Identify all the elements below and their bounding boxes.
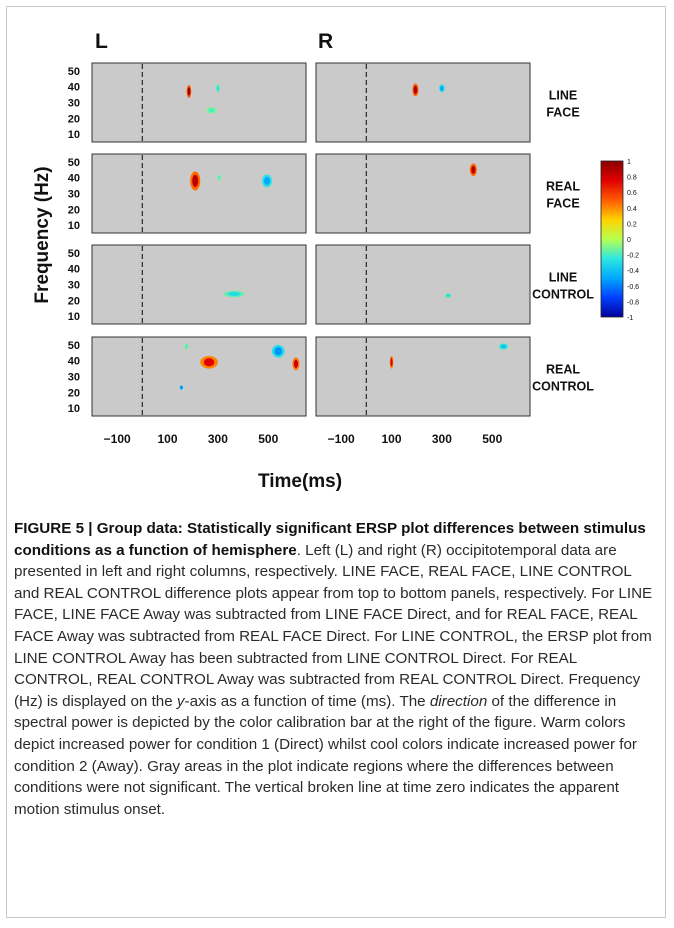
y-tick-label: 20 — [68, 387, 80, 399]
ersp-blob — [413, 85, 418, 94]
panel-line-face-l — [91, 62, 307, 143]
colorbar-tick-label: 1 — [627, 159, 631, 166]
ersp-blob — [440, 85, 444, 91]
x-axis-label: Time(ms) — [258, 471, 342, 492]
y-tick-label: 50 — [68, 340, 80, 352]
colorbar-tick-label: 0.2 — [627, 221, 637, 228]
caption-title: Group data: Statistically significant ER… — [14, 520, 646, 559]
panel-line-control-r — [315, 244, 531, 325]
panel-real-face-r — [315, 153, 531, 234]
y-tick-label: 20 — [68, 295, 80, 307]
panel-real-face-l — [91, 153, 307, 234]
colorbar-tick-label: -0.6 — [627, 284, 639, 291]
ersp-blob — [446, 294, 450, 298]
ersp-blob — [228, 291, 241, 297]
y-tick-label: 30 — [68, 189, 80, 201]
y-tick-label: 50 — [68, 66, 80, 78]
caption-text-2: -axis as a function of time (ms). The — [184, 692, 430, 710]
ersp-blob — [218, 175, 221, 180]
x-tick-label: −100 — [104, 432, 131, 446]
y-tick-label: 10 — [68, 403, 80, 415]
ersp-blob — [208, 108, 215, 113]
y-axis-label: Frequency (Hz) — [32, 166, 53, 303]
y-tick-label: 50 — [68, 157, 80, 169]
caption-direction-word: direction — [429, 692, 488, 710]
ersp-blob — [274, 347, 283, 356]
x-tick-label: −100 — [328, 432, 355, 446]
colorbar: 1 0.8 0.6 0.4 0.2 0 -0.2 -0.4 -0.6 -0.8 -1 — [600, 159, 639, 322]
panel-background — [91, 244, 307, 325]
ersp-blob — [180, 386, 183, 390]
panel-line-control-l — [91, 244, 307, 325]
x-tick-label: 500 — [482, 432, 502, 446]
ersp-blob — [203, 358, 215, 367]
y-tick-label: 10 — [68, 129, 80, 141]
panel-background — [315, 336, 531, 417]
row-label-line: CONTROL — [532, 380, 594, 394]
y-tick-label: 30 — [68, 280, 80, 292]
colorbar-tick-label: 0.8 — [627, 175, 637, 182]
y-tick-label: 50 — [68, 248, 80, 260]
panel-real-control-r — [315, 336, 531, 417]
caption-label: FIGURE 5 | — [14, 520, 97, 537]
row-label-line: LINE — [549, 271, 577, 285]
ersp-blob — [187, 87, 191, 96]
panel-background — [315, 244, 531, 325]
ersp-blob — [471, 165, 476, 174]
y-tick-label: 10 — [68, 311, 80, 323]
panel-background — [91, 153, 307, 234]
panel-background — [315, 153, 531, 234]
y-tick-label: 10 — [68, 220, 80, 232]
ersp-blob — [293, 359, 299, 368]
panels-layer — [91, 62, 531, 417]
colorbar-tick-label: 0 — [627, 237, 631, 244]
ersp-blob — [263, 176, 270, 185]
y-tick-label: 30 — [68, 98, 80, 110]
y-tick-label: 40 — [68, 82, 80, 94]
panel-background — [91, 336, 307, 417]
y-tick-label: 40 — [68, 173, 80, 185]
ersp-blob — [192, 174, 199, 188]
x-tick-label: 500 — [258, 432, 278, 446]
row-label-line: FACE — [546, 106, 579, 120]
column-label-right: R — [318, 30, 333, 53]
figure-caption: FIGURE 5 | Group data: Statistically sig… — [14, 518, 658, 820]
caption-text-3: of the difference in spectral power is d… — [14, 692, 637, 818]
ersp-blob — [390, 358, 393, 367]
y-tick-label: 30 — [68, 372, 80, 384]
ersp-blob — [500, 344, 507, 349]
y-tick-label: 40 — [68, 356, 80, 368]
y-tick-label: 20 — [68, 204, 80, 216]
colorbar-tick-label: 0.6 — [627, 190, 637, 197]
caption-text-1: . Left (L) and right (R) occipitotempora… — [14, 541, 653, 710]
panel-background — [91, 62, 307, 143]
row-label-line: FACE — [546, 197, 579, 211]
column-label-left: L — [95, 30, 108, 53]
panel-real-control-l — [91, 336, 307, 417]
colorbar-tick-label: -0.2 — [627, 253, 639, 260]
ersp-blob — [185, 344, 188, 349]
colorbar-tick-label: 0.4 — [627, 206, 637, 213]
row-label-line: LINE — [549, 89, 577, 103]
colorbar-tick-label: -1 — [627, 315, 633, 322]
x-tick-label: 100 — [382, 432, 402, 446]
caption-y-word: y — [176, 692, 185, 710]
panel-line-face-r — [315, 62, 531, 143]
row-label-line: CONTROL — [532, 288, 594, 302]
colorbar-scale — [600, 160, 624, 318]
y-tick-label: 40 — [68, 264, 80, 276]
x-tick-label: 300 — [208, 432, 228, 446]
row-label-line: REAL — [546, 180, 580, 194]
colorbar-tick-label: -0.8 — [627, 299, 639, 306]
row-label-line: REAL — [546, 363, 580, 377]
x-tick-label: 300 — [432, 432, 452, 446]
panel-background — [315, 62, 531, 143]
x-tick-label: 100 — [158, 432, 178, 446]
y-tick-label: 20 — [68, 113, 80, 125]
colorbar-tick-label: -0.4 — [627, 268, 639, 275]
ersp-figure: L R Frequency (Hz) Time(ms) 504030201050… — [32, 30, 639, 492]
row-labels-layer: LINE FACE REAL FACE LINE CONTROL REAL CONTROL — [532, 89, 594, 394]
ticks-layer: 50 40 30 20 10 50 40 30 20 10 50 40 30 20 10 50 40 30 20 10… — [68, 66, 503, 446]
ersp-blob — [216, 85, 219, 91]
